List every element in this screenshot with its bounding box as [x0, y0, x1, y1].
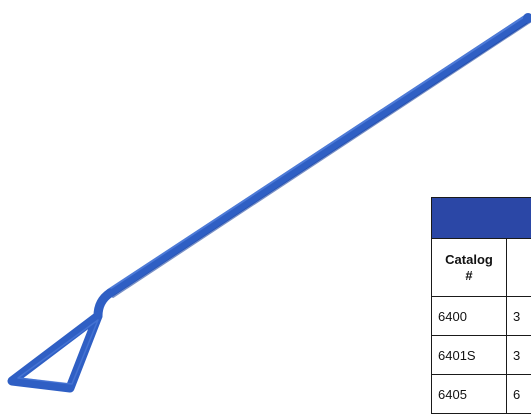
catalog-cell: 6401S: [432, 336, 507, 375]
table-band: [432, 198, 531, 239]
catalog-header-text: Catalog#: [445, 252, 493, 283]
table-band-row: [432, 198, 531, 239]
catalog-header: Catalog#: [432, 239, 507, 297]
value-cell: 6: [507, 375, 531, 414]
table-row: 6400 3: [432, 297, 531, 336]
value-cell: 3: [507, 297, 531, 336]
catalog-cell: 6400: [432, 297, 507, 336]
table-row: 6405 6: [432, 375, 531, 414]
next-column-header: [507, 239, 531, 297]
table-header-row: Catalog#: [432, 239, 531, 297]
catalog-cell: 6405: [432, 375, 507, 414]
value-cell: 3: [507, 336, 531, 375]
table-row: 6401S 3: [432, 336, 531, 375]
catalog-table: Catalog# 6400 3 6401S 3 6405 6: [431, 197, 531, 414]
